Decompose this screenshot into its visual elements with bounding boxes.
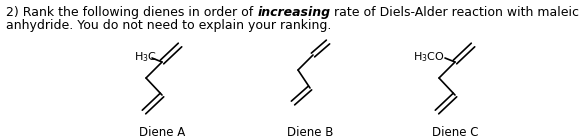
Text: rate of Diels-Alder reaction with maleic: rate of Diels-Alder reaction with maleic: [331, 6, 579, 19]
Text: H$_3$C: H$_3$C: [134, 50, 157, 64]
Text: Diene A: Diene A: [139, 126, 185, 138]
Text: 2) Rank the following dienes in order of: 2) Rank the following dienes in order of: [6, 6, 257, 19]
Text: Diene B: Diene B: [287, 126, 333, 138]
Text: Diene C: Diene C: [432, 126, 478, 138]
Text: anhydride. You do not need to explain your ranking.: anhydride. You do not need to explain yo…: [6, 19, 331, 32]
Text: increasing: increasing: [257, 6, 331, 19]
Text: H$_3$CO: H$_3$CO: [413, 50, 444, 64]
